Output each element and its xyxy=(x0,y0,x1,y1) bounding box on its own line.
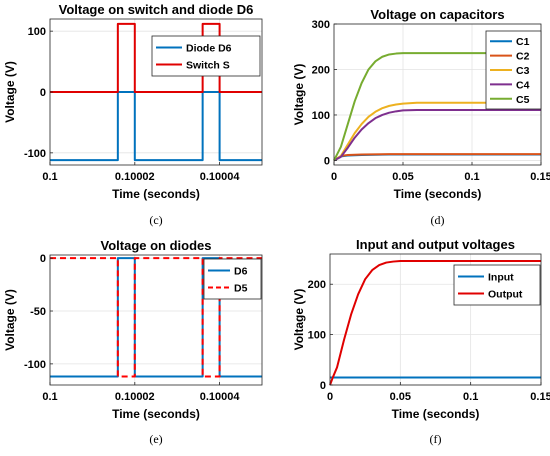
x-tick-label: 0 xyxy=(331,171,337,183)
legend: C1 C2 C3 C4 C5 xyxy=(485,30,542,110)
legend: Diode D6 Switch S xyxy=(151,35,261,77)
legend-label: C5 xyxy=(516,94,530,106)
series-line-d5 xyxy=(50,257,262,378)
legend-label: D6 xyxy=(234,266,248,278)
legend-label: C2 xyxy=(516,51,530,63)
legend: Input Output xyxy=(453,264,541,306)
legend-label: C3 xyxy=(516,65,530,77)
panel-caption: (d) xyxy=(431,213,445,227)
x-axis-label: Time (seconds) xyxy=(112,407,200,421)
y-tick-label: 300 xyxy=(312,19,330,31)
chart-panel-f: 0 0.05 0.1 0.15 0 100 200 Input and output volt… xyxy=(292,237,550,446)
y-tick-label: -100 xyxy=(24,359,46,371)
panel-caption: (f) xyxy=(430,432,442,446)
chart-panel-e: 0.1 0.10002 0.10004 -100 -50 0 Voltage on diod… xyxy=(3,238,263,446)
y-axis-label: Voltage (V) xyxy=(3,61,17,123)
x-tick-label: 0.05 xyxy=(390,391,411,403)
series-group xyxy=(333,52,541,162)
x-axis-label: Time (seconds) xyxy=(392,407,480,421)
y-axis-label: Voltage (V) xyxy=(3,289,17,351)
y-tick-label: -100 xyxy=(24,148,46,160)
legend-label: Output xyxy=(488,289,523,301)
series-group xyxy=(50,257,262,378)
x-tick-label: 0.15 xyxy=(530,391,550,403)
y-tick-label: 0 xyxy=(40,253,46,265)
legend-label: D5 xyxy=(234,283,248,295)
x-tick-label: 0.10002 xyxy=(115,391,155,403)
legend-label: C1 xyxy=(516,36,530,48)
y-axis-label: Voltage (V) xyxy=(292,64,306,126)
x-tick-label: 0 xyxy=(327,391,333,403)
legend-label: Switch S xyxy=(186,60,230,72)
series-line-diode-d6 xyxy=(50,91,262,162)
x-tick-label: 0.1 xyxy=(463,391,478,403)
chart-panel-d: 0 0.05 0.1 0.15 0 100 200 300 Voltage on capacit… xyxy=(292,7,550,227)
legend-label: C4 xyxy=(516,79,530,91)
series-line-c5 xyxy=(333,52,541,161)
y-tick-label: 100 xyxy=(312,110,330,122)
y-tick-label: 100 xyxy=(308,330,326,342)
x-tick-label: 0.05 xyxy=(392,171,413,183)
chart-panel-c: 0.1 0.10002 0.10004 -100 0 100 Voltage on swit… xyxy=(3,2,263,227)
x-tick-label: 0.1 xyxy=(42,391,57,403)
y-tick-label: 100 xyxy=(28,26,46,38)
y-tick-label: 0 xyxy=(40,87,46,99)
x-tick-label: 0.1 xyxy=(464,171,479,183)
y-axis-label: Voltage (V) xyxy=(292,289,306,351)
x-tick-label: 0.15 xyxy=(530,171,550,183)
chart-title: Voltage on switch and diode D6 xyxy=(59,2,254,17)
legend-label: Input xyxy=(488,272,514,284)
panel-caption: (e) xyxy=(149,432,162,446)
x-tick-label: 0.10002 xyxy=(115,171,155,183)
legend-label: Diode D6 xyxy=(186,43,232,55)
y-tick-label: -50 xyxy=(30,306,46,318)
series-line-output xyxy=(329,260,541,386)
series-group xyxy=(329,260,541,386)
series-line-c4 xyxy=(333,108,541,162)
x-axis-label: Time (seconds) xyxy=(112,187,200,201)
legend-box xyxy=(151,35,261,77)
y-tick-label: 0 xyxy=(320,380,326,392)
x-tick-label: 0.1 xyxy=(42,171,57,183)
panel-caption: (c) xyxy=(149,213,162,227)
x-axis-label: Time (seconds) xyxy=(394,187,482,201)
x-tick-label: 0.10004 xyxy=(200,171,241,183)
axes-box xyxy=(329,253,542,386)
legend-box xyxy=(203,258,262,300)
series-line-c3 xyxy=(333,101,541,162)
chart-title: Input and output voltages xyxy=(356,237,515,252)
y-tick-label: 200 xyxy=(308,279,326,291)
x-tick-label: 0.10004 xyxy=(200,391,241,403)
chart-title: Voltage on diodes xyxy=(101,238,212,253)
legend-box xyxy=(453,264,541,306)
y-tick-label: 0 xyxy=(324,155,330,167)
axes-box xyxy=(49,254,263,386)
chart-title: Voltage on capacitors xyxy=(370,7,504,22)
y-tick-label: 200 xyxy=(312,64,330,76)
